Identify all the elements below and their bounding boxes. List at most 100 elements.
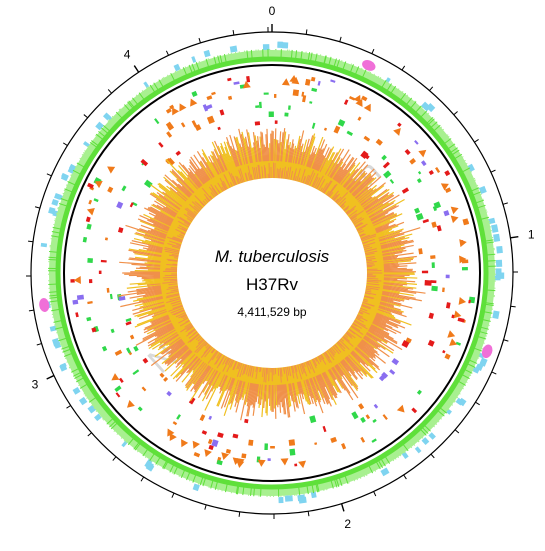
gc-bar — [151, 315, 169, 324]
gc-bar — [261, 384, 265, 418]
gc-inner-bar — [210, 184, 219, 196]
gc-inner-bar — [343, 205, 350, 211]
gc-bar — [136, 286, 161, 291]
feature-marker — [159, 372, 165, 378]
gc-bar — [131, 240, 164, 249]
gc-bar — [228, 379, 238, 405]
gc-bar — [165, 192, 183, 207]
gc-bar — [135, 256, 161, 261]
organism-name: M. tuberculosis — [215, 247, 330, 266]
gc-inner-bar — [327, 184, 337, 197]
gc-bar — [208, 155, 220, 175]
gc-bar — [304, 379, 311, 396]
gc-bar — [378, 232, 401, 240]
gc-inner-bar — [187, 328, 196, 335]
gc-inner-bar — [208, 186, 217, 197]
orange-triangle-marker — [73, 275, 81, 284]
gc-inner-bar — [308, 172, 316, 186]
gc-bar — [258, 384, 262, 408]
gc-bar — [220, 377, 234, 409]
feature-marker — [445, 302, 451, 309]
gc-bar — [251, 147, 256, 163]
minor-tick — [307, 511, 310, 517]
gc-bar — [206, 368, 215, 382]
gc-bar — [144, 207, 173, 223]
minor-tick — [339, 36, 342, 42]
gc-inner-bar — [165, 294, 180, 299]
feature-marker — [208, 444, 214, 451]
gc-inner-bar — [339, 201, 347, 208]
feature-marker — [417, 171, 422, 175]
gc-bar — [372, 212, 397, 226]
gc-bar — [371, 324, 390, 335]
orange-triangle-marker — [458, 297, 467, 305]
gc-bar — [377, 309, 395, 317]
gc-bar — [330, 149, 350, 179]
cyan-feature-mark — [479, 357, 488, 367]
feature-marker — [143, 179, 153, 189]
gc-bar — [301, 380, 309, 405]
gc-bar — [317, 375, 332, 407]
gc-bar — [301, 138, 310, 166]
feature-marker — [121, 185, 127, 192]
gc-inner-bar — [222, 356, 228, 365]
gc-bar — [334, 365, 343, 377]
gc-inner-bar — [243, 364, 248, 374]
gc-bar — [160, 210, 175, 220]
gc-bar — [282, 131, 287, 162]
feature-marker — [142, 357, 149, 364]
gc-inner-bar — [209, 195, 213, 200]
gc-bar — [330, 158, 343, 178]
gc-inner-bar — [283, 166, 286, 179]
gc-bar — [376, 311, 412, 326]
gc-bar — [177, 183, 192, 197]
gc-bar — [213, 149, 226, 172]
feature-marker — [383, 170, 392, 179]
minor-tick — [403, 474, 407, 480]
gc-bar — [221, 375, 229, 392]
gc-bar — [205, 368, 214, 382]
gc-bar — [133, 238, 164, 247]
gc-bar — [143, 319, 171, 334]
gc-inner-bar — [346, 208, 355, 215]
gc-inner-bar — [332, 345, 340, 355]
feature-marker — [163, 376, 169, 382]
feature-marker — [254, 121, 261, 126]
feature-marker — [416, 178, 422, 184]
gc-inner-bar — [363, 295, 374, 300]
gc-bar — [192, 359, 202, 371]
gc-bar — [159, 331, 178, 344]
gc-bar — [289, 383, 296, 412]
gc-inner-bar — [364, 249, 372, 253]
gc-bar — [175, 356, 199, 382]
gc-bar — [142, 323, 173, 340]
gc-inner-bar — [207, 350, 218, 364]
gc-inner-bar — [296, 168, 301, 182]
feature-marker — [457, 317, 465, 323]
gc-inner-bar — [173, 288, 179, 291]
feature-marker — [100, 259, 107, 263]
feature-marker — [206, 115, 215, 125]
feature-marker — [274, 93, 277, 98]
gc-bar — [383, 286, 408, 291]
gc-bar — [383, 285, 414, 290]
gc-inner-bar — [195, 339, 205, 349]
gc-bar — [180, 349, 192, 360]
gc-inner-bar — [169, 240, 182, 246]
gc-inner-bar — [348, 209, 358, 218]
orange-triangle-marker — [450, 215, 459, 224]
minor-tick — [503, 339, 509, 342]
gc-bar — [257, 384, 260, 397]
gc-inner-bar — [318, 355, 323, 361]
gc-bar — [281, 128, 286, 162]
gc-bar — [158, 185, 184, 206]
feature-marker — [246, 75, 251, 83]
gc-bar — [319, 373, 334, 401]
gc-bar — [194, 170, 206, 184]
gc-inner-bar — [171, 237, 183, 242]
gc-inner-bar — [293, 365, 299, 379]
gc-bar — [175, 351, 193, 368]
feature-marker — [129, 334, 135, 340]
gc-bar — [156, 326, 175, 338]
center-disc — [177, 178, 367, 368]
